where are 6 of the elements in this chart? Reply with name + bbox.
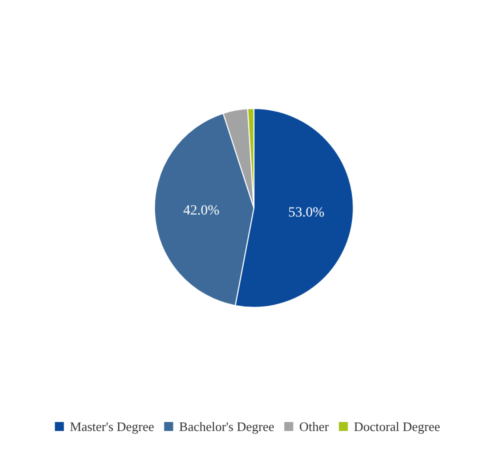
data-label: 53.0% (288, 205, 325, 220)
data-label: 42.0% (183, 204, 220, 219)
legend-label: Master's Degree (70, 419, 154, 434)
legend-label: Other (299, 419, 330, 434)
legend-label: Doctoral Degree (354, 419, 440, 434)
legend-label: Bachelor's Degree (179, 419, 274, 434)
